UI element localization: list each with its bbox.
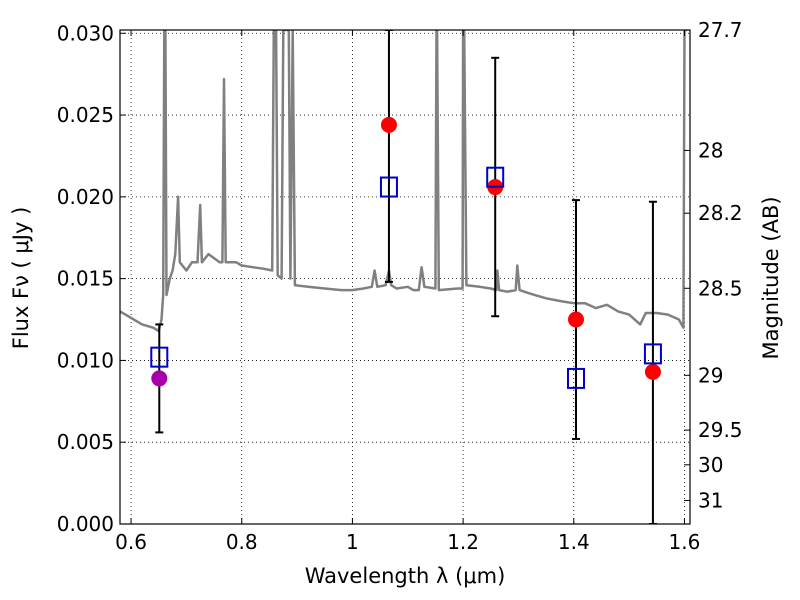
error-bars	[155, 30, 657, 524]
y-tick-label: 0.020	[57, 185, 114, 209]
right-y-axis-label: Magnitude (AB)	[759, 196, 783, 359]
model-point	[643, 343, 662, 365]
model-sed-line	[120, 30, 688, 333]
model-photometry-points	[150, 166, 662, 389]
right-tick-label: 29.5	[698, 418, 743, 442]
observed-points	[151, 116, 661, 387]
y-axis-label: Flux Fν ( μJy )	[9, 207, 33, 350]
right-axis-ticks: 27.7 28 28.2 28.5 29 29.5 30 31	[684, 18, 743, 512]
right-tick-label: 31	[698, 488, 723, 512]
x-tick-label: 1.2	[447, 530, 479, 554]
right-tick-label: 27.7	[698, 18, 743, 42]
x-tick-label: 0.6	[115, 530, 147, 554]
observed-point	[644, 363, 661, 380]
model-point	[150, 346, 169, 368]
y-tick-label: 0.030	[57, 21, 114, 45]
observed-point	[568, 311, 584, 328]
observed-point	[380, 116, 397, 133]
y-tick-label: 0.015	[57, 267, 114, 291]
right-tick-label: 28.5	[698, 276, 743, 300]
y-tick-label: 0.025	[57, 103, 114, 127]
right-tick-label: 28.2	[698, 201, 743, 225]
right-tick-label: 28	[698, 138, 723, 162]
grid-lines	[120, 30, 690, 525]
y-axis-ticks: 0.000 0.005 0.010 0.015 0.020 0.025 0.030	[57, 21, 126, 536]
y-tick-label: 0.000	[57, 512, 114, 536]
model-point	[486, 166, 505, 188]
model-sed-layer	[120, 30, 688, 333]
y-tick-label: 0.010	[57, 348, 114, 372]
x-axis-ticks: 0.6 0.8 1 1.2 1.4 1.6	[115, 30, 700, 554]
observed-point	[151, 370, 168, 387]
right-tick-label: 30	[698, 453, 723, 477]
right-tick-label: 29	[698, 363, 723, 387]
y-tick-label: 0.005	[57, 430, 114, 454]
model-point	[567, 367, 585, 389]
plot-frame	[119, 29, 691, 525]
model-point	[379, 176, 398, 198]
x-axis-label: Wavelength λ (μm)	[305, 564, 506, 588]
x-tick-label: 1.4	[558, 530, 590, 554]
x-tick-label: 1.6	[669, 530, 701, 554]
x-tick-label: 0.8	[226, 530, 258, 554]
x-tick-label: 1	[346, 530, 359, 554]
